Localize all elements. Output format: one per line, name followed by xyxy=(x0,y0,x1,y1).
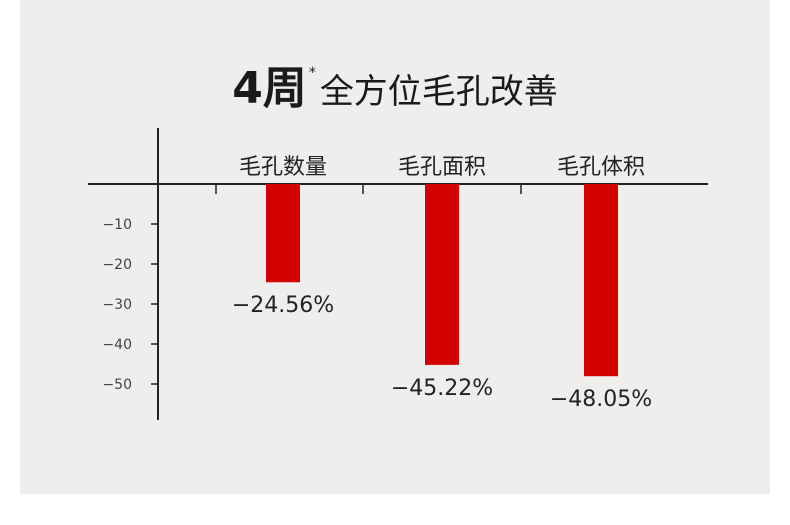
y-ticks: −10 −20 −30 −40 −50 xyxy=(102,217,158,393)
y-tick-label: −30 xyxy=(102,297,132,313)
category-labels: 毛孔数量 毛孔面积 毛孔体积 xyxy=(239,155,645,180)
category-label: 毛孔数量 xyxy=(239,155,327,180)
chart-title: 4周 * 全方位毛孔改善 xyxy=(0,52,790,116)
bar xyxy=(425,184,459,365)
x-ticks xyxy=(215,184,522,194)
bar xyxy=(584,184,618,377)
title-text: 全方位毛孔改善 xyxy=(319,72,558,112)
y-tick-label: −20 xyxy=(102,257,132,273)
bar xyxy=(266,184,300,283)
category-label: 毛孔体积 xyxy=(557,155,645,180)
y-tick-label: −40 xyxy=(102,337,132,353)
title-asterisk: * xyxy=(308,65,316,81)
data-label: −24.56% xyxy=(232,293,334,318)
data-label: −45.22% xyxy=(391,376,493,401)
category-label: 毛孔面积 xyxy=(398,155,486,180)
data-label: −48.05% xyxy=(550,387,652,412)
chart-panel xyxy=(20,0,770,494)
data-labels: −24.56% −45.22% −48.05% xyxy=(232,293,652,412)
y-tick-label: −50 xyxy=(102,377,132,393)
title-weeks: 4周 xyxy=(232,63,307,114)
bars xyxy=(266,184,618,377)
y-tick-label: −10 xyxy=(102,217,132,233)
